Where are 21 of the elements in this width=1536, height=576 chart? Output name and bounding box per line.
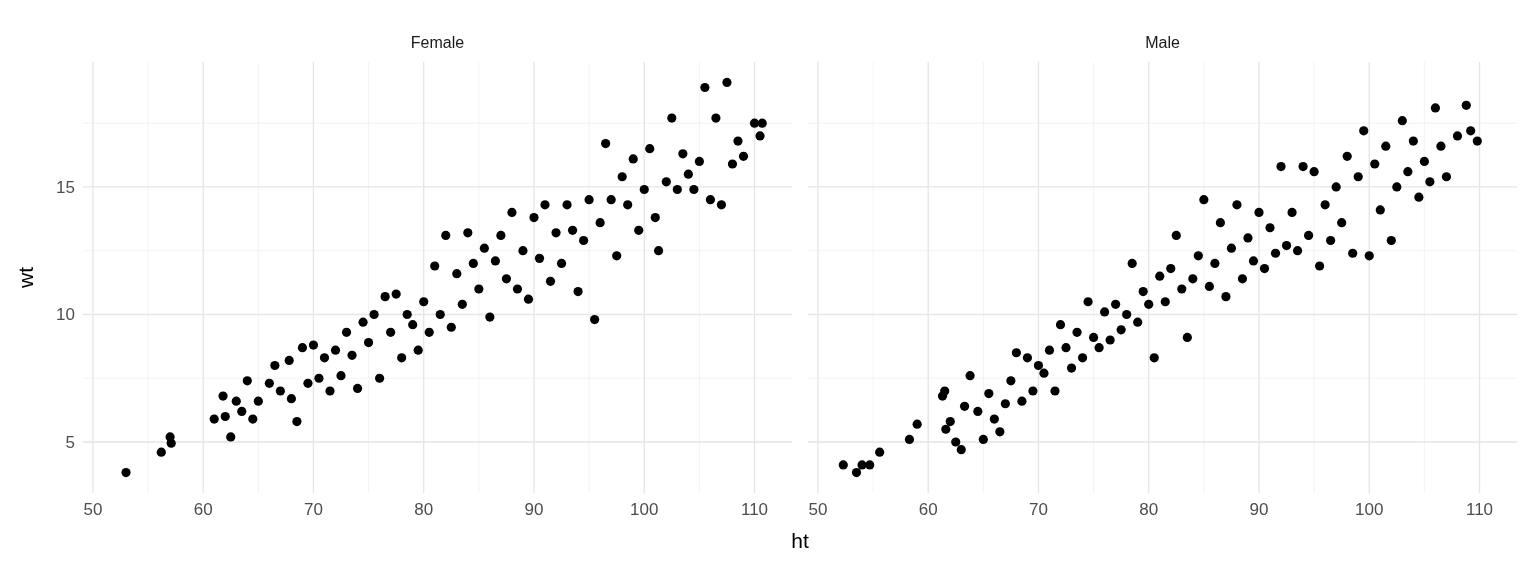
x-tick-label: 90: [524, 500, 544, 519]
y-tick-label: 15: [56, 177, 75, 197]
x-tick-label: 100: [630, 500, 659, 519]
x-tick-label: 50: [808, 500, 828, 519]
chart-title: Female: [410, 34, 465, 51]
chart-title: Male: [1145, 34, 1180, 51]
x-tick-label: 100: [1355, 500, 1384, 519]
x-tick-label: 90: [1249, 500, 1269, 519]
x-tick-label: 60: [918, 500, 938, 519]
x-tick-label: 70: [303, 500, 323, 519]
x-tick-label: 60: [193, 500, 213, 519]
x-tick-label: 80: [414, 500, 434, 519]
y-axis-title: wt: [14, 266, 37, 289]
x-tick-label: 80: [1139, 500, 1159, 519]
x-tick-label: 110: [1465, 500, 1494, 519]
x-tick-label: 50: [83, 500, 103, 519]
y-tick-label: 10: [56, 305, 75, 325]
x-tick-label: 110: [740, 500, 769, 519]
x-axis-title: ht: [791, 529, 809, 552]
x-tick-label: 70: [1028, 500, 1048, 519]
y-tick-label: 5: [65, 432, 75, 452]
